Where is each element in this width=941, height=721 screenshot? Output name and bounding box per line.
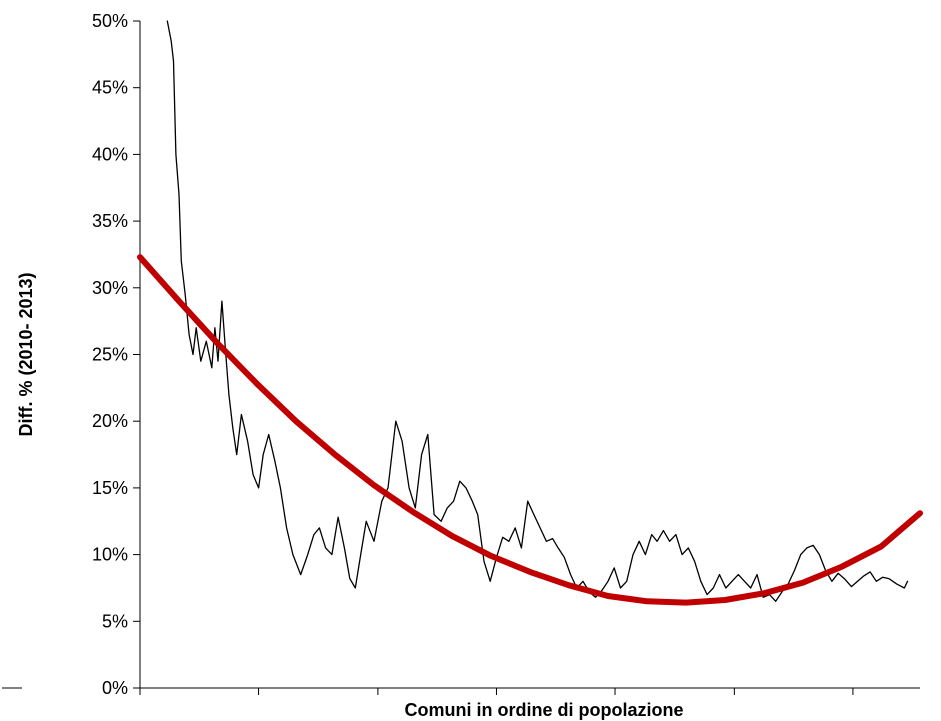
y-tick-label: 40% — [92, 144, 128, 164]
trend-curve — [137, 254, 923, 606]
y-tick-label: 5% — [102, 611, 128, 631]
y-tick-label: 0% — [102, 678, 128, 698]
y-tick-label: 30% — [92, 278, 128, 298]
y-axis: 0% 5% 10% 15% 20% 25% 30% 35% 40% 45% 50% — [92, 11, 141, 698]
y-tick-label: 10% — [92, 545, 128, 565]
y-axis-title: Diff. % (2010- 2013) — [16, 272, 36, 436]
y-tick-label: 45% — [92, 78, 128, 98]
series-layer — [137, 20, 923, 606]
data-series-line — [166, 20, 909, 602]
y-tick-label: 35% — [92, 211, 128, 231]
y-tick-label: 20% — [92, 411, 128, 431]
x-axis — [2, 687, 920, 695]
y-tick-label: 50% — [92, 11, 128, 31]
y-tick-label: 15% — [92, 478, 128, 498]
x-axis-title: Comuni in ordine di popolazione — [405, 700, 684, 720]
y-tick-label: 25% — [92, 345, 128, 365]
